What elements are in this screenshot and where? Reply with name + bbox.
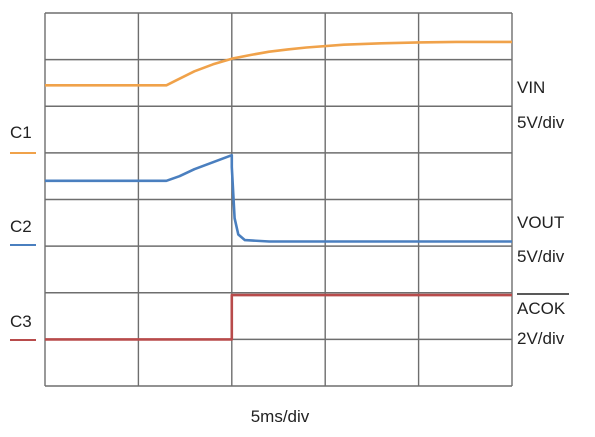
grid (44, 12, 513, 387)
channel-tag-c1: C1 (10, 123, 32, 142)
trace-vout (45, 153, 512, 243)
channel-tag-c2: C2 (10, 217, 32, 236)
trace-acok (45, 293, 512, 341)
x-axis-label: 5ms/div (251, 407, 310, 426)
trace-vin (45, 40, 512, 87)
channel-tag-c3: C3 (10, 312, 32, 331)
channel-name-vin: VIN (517, 78, 545, 97)
traces (45, 40, 512, 341)
channel-scale-vin: 5V/div (517, 113, 565, 132)
channel-name-vout: VOUT (517, 213, 564, 232)
channel-scale-vout: 5V/div (517, 247, 565, 266)
channel-name-acok: ACOK (517, 299, 566, 318)
channel-scale-acok: 2V/div (517, 329, 565, 348)
